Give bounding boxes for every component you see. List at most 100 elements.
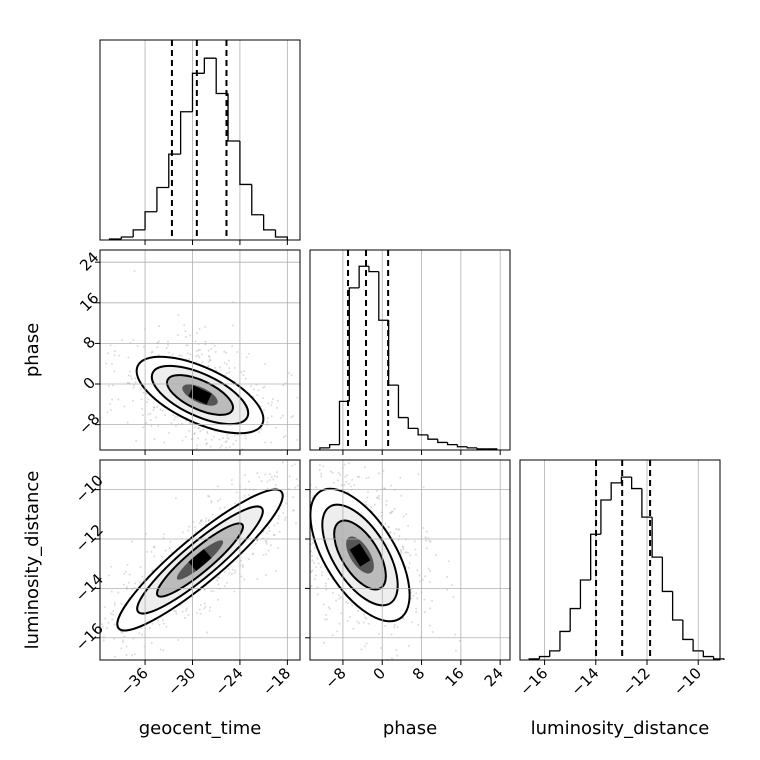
sample-dot — [226, 433, 229, 436]
sample-dot — [188, 429, 191, 432]
sample-dot — [405, 551, 408, 554]
sample-dot — [110, 590, 113, 593]
sample-dot — [331, 471, 334, 474]
sample-dot — [226, 581, 229, 584]
sample-dot — [396, 654, 399, 657]
sample-dot — [296, 396, 299, 399]
sample-dot — [399, 548, 402, 551]
sample-dot — [113, 601, 116, 604]
sample-dot — [455, 649, 458, 652]
sample-dot — [141, 575, 144, 578]
sample-dot — [192, 521, 195, 524]
sample-dot — [114, 655, 117, 658]
x-tick-label: −36 — [117, 664, 152, 699]
sample-dot — [205, 520, 208, 523]
sample-dot — [121, 338, 124, 341]
sample-dot — [178, 354, 181, 357]
sample-dot — [199, 612, 202, 615]
histogram-step — [651, 517, 663, 558]
sample-dot — [225, 363, 228, 366]
sample-dot — [162, 618, 165, 621]
sample-dot — [269, 544, 272, 547]
sample-dot — [358, 475, 361, 478]
sample-dot — [120, 647, 123, 650]
sample-dot — [331, 634, 334, 637]
sample-dot — [121, 641, 124, 644]
sample-dot — [324, 585, 327, 588]
sample-dot — [151, 569, 154, 572]
sample-dot — [284, 516, 287, 519]
histogram-step — [348, 287, 360, 402]
panel-frame — [309, 459, 511, 661]
histogram-step — [397, 385, 409, 419]
sample-dot — [185, 344, 188, 347]
sample-dot — [173, 418, 176, 421]
sample-dot — [429, 569, 432, 572]
sample-dot — [277, 514, 280, 517]
sample-dot — [310, 584, 313, 587]
sample-dot — [230, 478, 233, 481]
sample-dot — [198, 521, 201, 524]
sample-dot — [264, 540, 267, 543]
sample-dot — [208, 495, 211, 498]
sample-dot — [223, 506, 226, 509]
sample-dot — [205, 517, 208, 520]
sample-dot — [165, 625, 168, 628]
sample-dot — [399, 476, 402, 479]
sample-dot — [107, 384, 110, 387]
histogram-step — [191, 72, 205, 112]
histogram-step — [417, 428, 428, 436]
sample-dot — [218, 615, 221, 618]
sample-dot — [239, 559, 242, 562]
sample-dot — [423, 598, 426, 601]
sample-dot — [223, 350, 226, 353]
sample-dot — [398, 534, 401, 537]
sample-dot — [265, 542, 268, 545]
sample-dot — [363, 613, 366, 616]
sample-dot — [314, 486, 317, 489]
sample-dot — [118, 354, 121, 357]
sample-dot — [150, 424, 153, 427]
sample-dot — [184, 435, 187, 438]
sample-dot — [288, 372, 291, 375]
sample-dot — [270, 404, 273, 407]
sample-dot — [265, 574, 268, 577]
sample-dot — [142, 414, 145, 417]
sample-dot — [290, 374, 293, 377]
sample-dot — [332, 481, 335, 484]
sample-dot — [231, 324, 234, 327]
sample-dot — [318, 463, 321, 466]
sample-dot — [322, 641, 325, 644]
sample-dot — [347, 602, 350, 605]
sample-dot — [187, 529, 190, 532]
sample-dot — [140, 627, 143, 630]
sample-dot — [377, 632, 380, 635]
sample-dot — [228, 371, 231, 374]
sample-dot — [409, 554, 412, 557]
sample-dot — [396, 626, 399, 629]
sample-dot — [240, 575, 243, 578]
x-tick-label: −14 — [568, 664, 603, 699]
sample-dot — [260, 428, 263, 431]
sample-dot — [276, 471, 279, 474]
sample-dot — [266, 480, 269, 483]
sample-dot — [172, 414, 175, 417]
sample-dot — [327, 606, 330, 609]
sample-dot — [346, 619, 349, 622]
sample-dot — [256, 539, 259, 542]
sample-dot — [162, 533, 165, 536]
sample-dot — [319, 566, 322, 569]
sample-dot — [165, 346, 168, 349]
sample-dot — [270, 476, 273, 479]
sample-dot — [197, 427, 200, 430]
sample-dot — [156, 406, 159, 409]
sample-dot — [153, 555, 156, 558]
sample-dot — [111, 398, 114, 401]
sample-dot — [421, 578, 424, 581]
sample-dot — [207, 360, 210, 363]
sample-dot — [336, 479, 339, 482]
panel-frame — [99, 459, 301, 661]
sample-dot — [382, 487, 385, 490]
histogram-step — [239, 141, 252, 186]
sample-dot — [187, 613, 190, 616]
